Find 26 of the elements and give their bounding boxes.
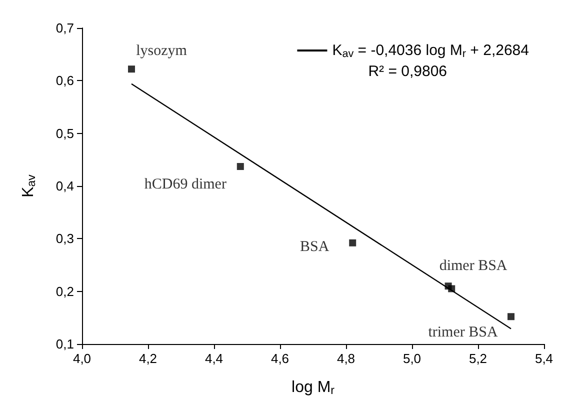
annotation: trimer BSA	[428, 324, 498, 341]
y-tick-label: 0,5	[56, 126, 74, 141]
annotation: dimer BSA	[439, 258, 508, 274]
y-axis-title: Kav	[20, 174, 38, 198]
point	[508, 313, 514, 320]
y-tick-label: 0,3	[56, 231, 74, 246]
x-tick-label: 4,2	[138, 351, 158, 366]
point	[349, 239, 356, 246]
point	[128, 66, 135, 73]
y-tick-label: 0,1	[56, 336, 74, 352]
point	[236, 163, 244, 170]
y-tick-label: 0,4	[56, 178, 74, 194]
x-tick-label: 4,4	[204, 351, 224, 366]
x-tick-label: 5,0	[402, 351, 422, 366]
annotation: R² = 0,9806	[368, 63, 448, 80]
annotation: lysozym	[136, 43, 188, 60]
annotation: BSA	[300, 238, 330, 255]
x-tick-label: 4,8	[336, 351, 356, 366]
y-tick-label: 0,7	[56, 20, 74, 36]
x-tick-label: 4,6	[270, 351, 290, 366]
x-tick-label: 5,4	[534, 351, 554, 366]
y-tick-label: 0,6	[56, 73, 74, 88]
x-tick-label: 4,0	[72, 351, 92, 366]
annotation: hCD69 dimer	[144, 176, 226, 193]
x-tick-label: 5,2	[468, 351, 488, 366]
y-tick-label: 0,2	[56, 284, 74, 299]
